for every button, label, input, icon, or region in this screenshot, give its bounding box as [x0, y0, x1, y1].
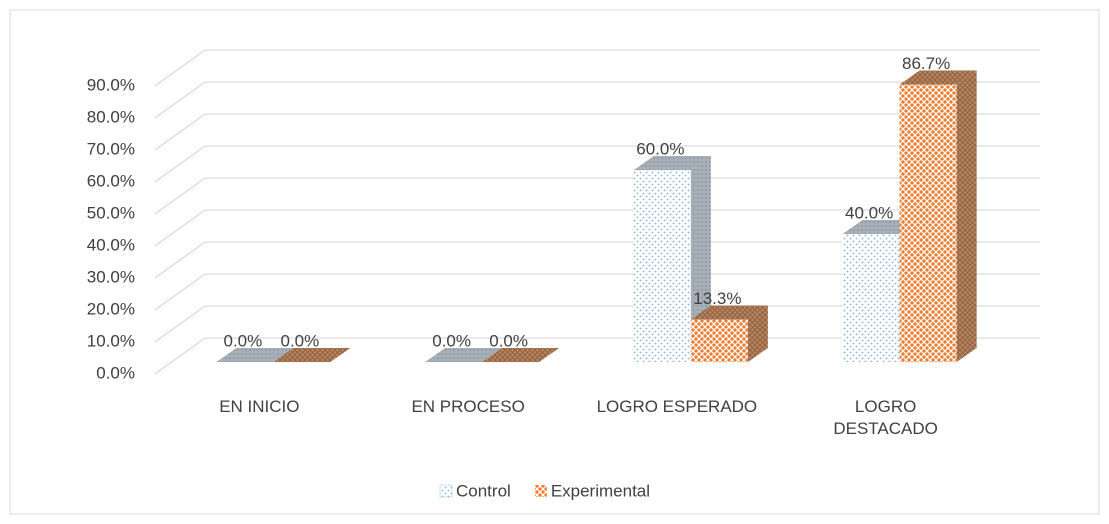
grid-line	[154, 273, 1040, 311]
bar	[273, 348, 351, 362]
x-tick-label: LOGRO ESPERADO	[596, 397, 758, 416]
y-tick-label: 40.0%	[87, 235, 135, 254]
y-tick-label: 80.0%	[87, 107, 135, 126]
data-label: 60.0%	[636, 139, 684, 158]
data-label: 86.7%	[902, 54, 950, 73]
bar	[216, 348, 294, 362]
grid-line	[154, 81, 1040, 119]
bar	[633, 156, 711, 362]
data-label: 40.0%	[845, 203, 893, 222]
y-tick-label: 30.0%	[87, 267, 135, 286]
grid-line	[154, 113, 1040, 151]
y-tick-label: 60.0%	[87, 171, 135, 190]
grid-line	[154, 49, 1040, 87]
grid-line	[154, 145, 1040, 183]
grid-line	[154, 177, 1040, 215]
legend-label: Control	[456, 481, 511, 500]
data-label: 0.0%	[281, 331, 320, 350]
y-tick-label: 20.0%	[87, 299, 135, 318]
data-label: 0.0%	[489, 331, 528, 350]
data-label: 0.0%	[224, 331, 263, 350]
grid-line	[154, 209, 1040, 247]
legend-swatch	[534, 485, 547, 497]
bar	[899, 70, 977, 362]
bar	[482, 348, 560, 362]
y-tick-label: 10.0%	[87, 331, 135, 350]
chart-border	[9, 9, 1100, 515]
x-tick-label: EN PROCESO	[411, 397, 525, 416]
data-label: 0.0%	[432, 331, 471, 350]
data-label: 13.3%	[693, 289, 741, 308]
x-tick-label: LOGRO DESTACADO	[833, 397, 938, 438]
y-tick-label: 90.0%	[87, 75, 135, 94]
grid-line	[154, 241, 1040, 279]
x-tick-label: EN INICIO	[219, 397, 300, 416]
y-tick-label: 0.0%	[96, 363, 135, 382]
legend-swatch	[439, 484, 453, 498]
bar	[690, 305, 768, 362]
bar	[425, 348, 503, 362]
y-tick-label: 70.0%	[87, 139, 135, 158]
legend-label: Experimental	[551, 481, 650, 500]
y-tick-label: 50.0%	[87, 203, 135, 222]
